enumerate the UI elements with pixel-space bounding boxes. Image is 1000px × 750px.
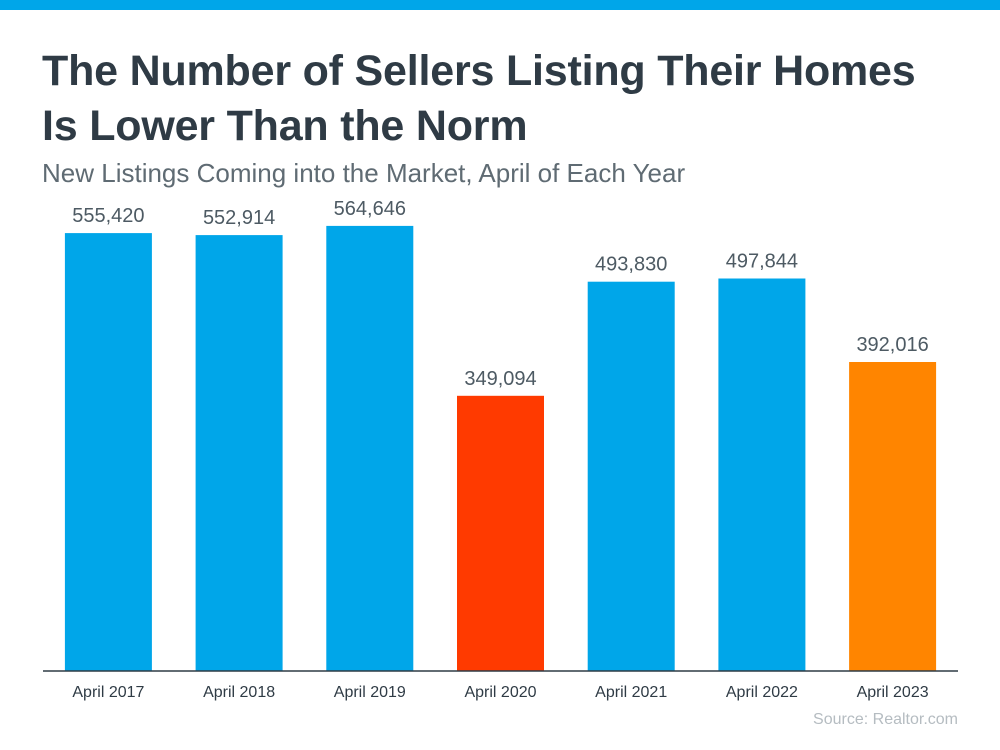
tick-label-april-2018: April 2018 — [203, 684, 275, 701]
top-accent-bar — [0, 0, 1000, 10]
tick-label-april-2022: April 2022 — [726, 684, 798, 701]
chart-subtitle: New Listings Coming into the Market, Apr… — [42, 158, 686, 188]
tick-label-april-2021: April 2021 — [595, 684, 667, 701]
title-line-1: The Number of Sellers Listing Their Home… — [42, 47, 916, 95]
bar-april-2018 — [195, 235, 283, 671]
bar-april-2021 — [587, 281, 675, 671]
bars-group — [64, 225, 937, 671]
value-label-april-2022: 497,844 — [726, 251, 798, 273]
title-line-2: Is Lower Than the Norm — [42, 102, 528, 150]
tick-labels-group: April 2017 April 2018 April 2019 April 2020… — [72, 684, 928, 701]
bar-april-2023 — [849, 362, 937, 671]
value-label-april-2017: 555,420 — [72, 205, 144, 227]
tick-label-april-2020: April 2020 — [464, 684, 536, 701]
bar-april-2020 — [457, 395, 544, 671]
source-note: Source: Realtor.com — [813, 711, 958, 728]
value-label-april-2023: 392,016 — [856, 334, 928, 356]
value-label-april-2020: 349,094 — [464, 368, 536, 390]
value-label-april-2021: 493,830 — [595, 254, 667, 276]
value-labels-group: 555,420 552,914 564,646 349,094 493,830 497,8… — [72, 198, 928, 390]
bar-april-2017 — [64, 233, 152, 671]
value-label-april-2018: 552,914 — [203, 207, 275, 229]
tick-label-april-2023: April 2023 — [857, 684, 929, 701]
page-title: The Number of Sellers Listing Their Home… — [42, 44, 982, 154]
tick-label-april-2017: April 2017 — [72, 684, 144, 701]
bar-april-2019 — [326, 225, 414, 671]
bar-april-2022 — [718, 278, 806, 671]
tick-label-april-2019: April 2019 — [334, 684, 406, 701]
value-label-april-2019: 564,646 — [334, 198, 406, 220]
